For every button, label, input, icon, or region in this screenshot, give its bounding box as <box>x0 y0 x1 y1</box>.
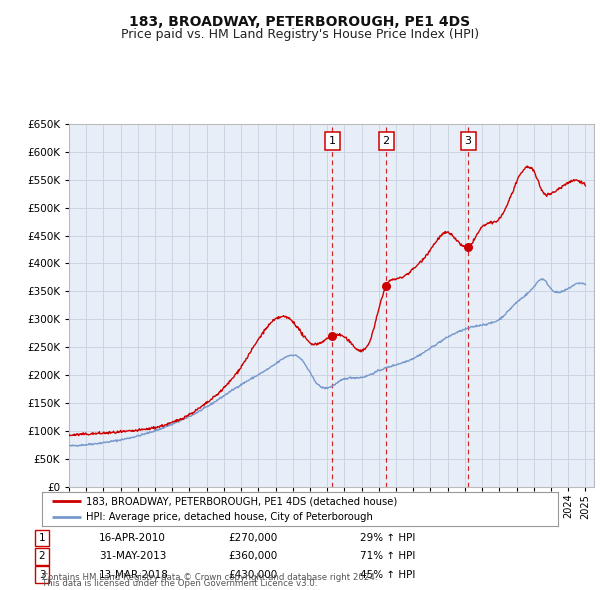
Text: 16-APR-2010: 16-APR-2010 <box>99 533 166 543</box>
Text: £270,000: £270,000 <box>228 533 277 543</box>
Text: £360,000: £360,000 <box>228 552 277 561</box>
Text: Price paid vs. HM Land Registry's House Price Index (HPI): Price paid vs. HM Land Registry's House … <box>121 28 479 41</box>
Text: 45% ↑ HPI: 45% ↑ HPI <box>360 570 415 579</box>
Text: 1: 1 <box>38 533 46 543</box>
Text: 2: 2 <box>38 552 46 561</box>
Text: 13-MAR-2018: 13-MAR-2018 <box>99 570 169 579</box>
Text: 29% ↑ HPI: 29% ↑ HPI <box>360 533 415 543</box>
Text: 3: 3 <box>464 136 472 146</box>
Text: 183, BROADWAY, PETERBOROUGH, PE1 4DS (detached house): 183, BROADWAY, PETERBOROUGH, PE1 4DS (de… <box>86 496 397 506</box>
Text: £430,000: £430,000 <box>228 570 277 579</box>
Text: HPI: Average price, detached house, City of Peterborough: HPI: Average price, detached house, City… <box>86 512 373 522</box>
Text: This data is licensed under the Open Government Licence v3.0.: This data is licensed under the Open Gov… <box>42 579 317 588</box>
Text: 71% ↑ HPI: 71% ↑ HPI <box>360 552 415 561</box>
Text: 31-MAY-2013: 31-MAY-2013 <box>99 552 166 561</box>
Text: 3: 3 <box>38 570 46 579</box>
Text: 2: 2 <box>383 136 389 146</box>
Text: 183, BROADWAY, PETERBOROUGH, PE1 4DS: 183, BROADWAY, PETERBOROUGH, PE1 4DS <box>130 15 470 29</box>
Text: Contains HM Land Registry data © Crown copyright and database right 2024.: Contains HM Land Registry data © Crown c… <box>42 573 377 582</box>
Text: 1: 1 <box>329 136 335 146</box>
